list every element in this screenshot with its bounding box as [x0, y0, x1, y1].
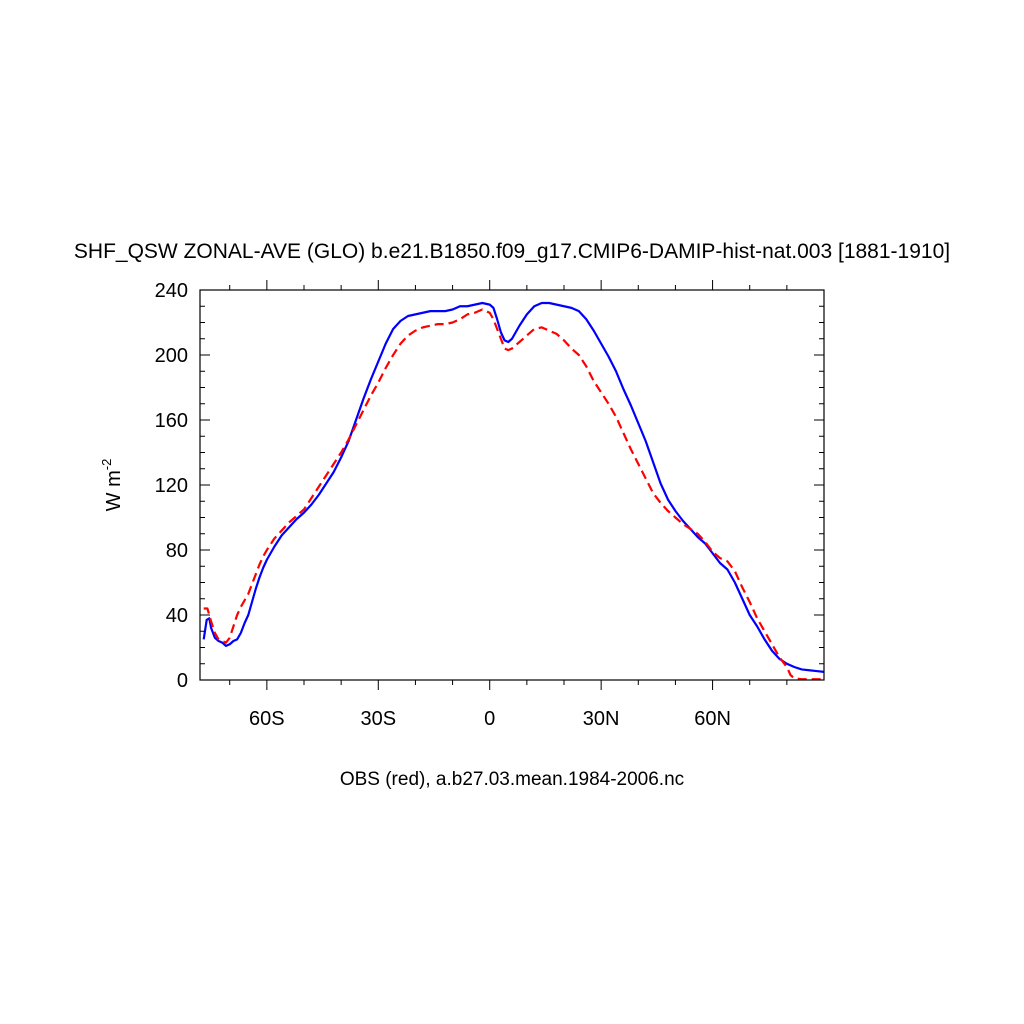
y-tick-label: 240 — [155, 280, 188, 302]
axis-ticks — [200, 280, 824, 690]
y-axis-label-text: W m — [103, 470, 125, 511]
series-layer — [202, 301, 824, 680]
y-tick-label: 160 — [155, 410, 188, 432]
series-line-1 — [203, 308, 824, 680]
y-tick-label: 0 — [177, 670, 188, 692]
y-tick-label: 120 — [155, 475, 188, 497]
x-tick-label: 30S — [360, 708, 396, 730]
x-tick-label: 60S — [249, 708, 285, 730]
y-tick-label: 40 — [166, 605, 188, 627]
x-tick-label: 60N — [694, 708, 731, 730]
x-tick-label: 0 — [484, 708, 495, 730]
y-tick-label: 80 — [166, 540, 188, 562]
axis-tick-labels: 0 40 80 120 160 200 240 60S 30S 0 30N 60N — [155, 280, 731, 730]
x-axis-label: OBS (red), a.b27.03.mean.1984-2006.nc — [340, 769, 684, 790]
y-axis-label-superscript: -2 — [99, 459, 114, 471]
x-tick-label: 30N — [583, 708, 620, 730]
series-line-0 — [202, 301, 824, 673]
chart-title: SHF_QSW ZONAL-AVE (GLO) b.e21.B1850.f09_… — [74, 240, 950, 263]
y-axis-label: W m-2 — [99, 459, 125, 512]
y-tick-label: 200 — [155, 345, 188, 367]
